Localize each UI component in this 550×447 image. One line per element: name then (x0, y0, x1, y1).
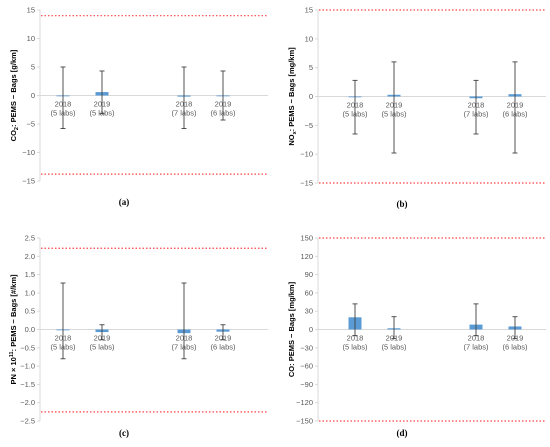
y-tick-label: 15 (27, 6, 35, 15)
panel-label: (d) (397, 428, 408, 438)
y-tick-label: −5 (304, 121, 313, 130)
y-tick-label: 1.0 (25, 288, 35, 297)
y-tick-label: −10 (300, 150, 313, 159)
y-axis-title-part: : PEMS − Bags [g/km] (9, 49, 18, 127)
panel-label: (a) (119, 197, 130, 207)
y-axis-title-part: x (292, 130, 298, 134)
y-tick-label: −1.0 (20, 362, 35, 371)
y-tick-label: 0 (31, 91, 35, 100)
y-tick-label: 5 (309, 63, 313, 72)
x-category-year: 2018 (347, 334, 364, 343)
y-axis-title-part: CO: PEMS − Bags [mg/km] (287, 281, 296, 377)
y-tick-label: −2.0 (20, 398, 35, 407)
panel-label: (b) (397, 199, 408, 209)
y-tick-label: −15 (300, 179, 313, 188)
y-axis-title-part: : PEMS − Bags [#/km] (9, 274, 18, 351)
y-tick-label: −1.5 (20, 380, 35, 389)
y-axis-title-part: CO (9, 130, 18, 141)
y-axis-title-part: 11 (9, 351, 15, 357)
y-tick-label: 2.5 (25, 234, 35, 243)
y-tick-label: −5 (26, 120, 35, 129)
y-axis-title: PN × 1011: PEMS − Bags [#/km] (9, 274, 18, 385)
x-category-labs: (5 labs) (89, 343, 115, 352)
y-tick-label: 150 (300, 234, 313, 243)
y-tick-label: 0 (309, 92, 313, 101)
y-axis-title: CO2: PEMS − Bags [g/km] (9, 49, 20, 141)
x-category-labs: (7 labs) (463, 343, 489, 352)
y-tick-label: −30 (300, 343, 313, 352)
x-category-labs: (6 labs) (502, 343, 528, 352)
y-tick-label: −2.5 (20, 417, 35, 426)
y-axis-title-part: PN × 10 (9, 357, 18, 384)
chart-panel-3: −2.5−2.0−1.5−1.0−0.50.00.51.01.52.02.520… (9, 234, 268, 438)
y-tick-label: −90 (300, 380, 313, 389)
y-tick-label: 120 (300, 252, 313, 261)
y-tick-label: 0 (309, 325, 313, 334)
y-tick-label: −15 (22, 177, 35, 186)
y-axis-title: CO: PEMS − Bags [mg/km] (287, 281, 296, 377)
y-tick-label: −150 (296, 417, 313, 426)
y-tick-label: 60 (305, 288, 313, 297)
y-axis-title: NOx: PEMS − Bags [mg/km] (287, 47, 298, 146)
y-tick-label: 1.5 (25, 270, 35, 279)
y-tick-label: 5 (31, 63, 35, 72)
y-tick-label: 15 (305, 6, 313, 15)
y-tick-label: 0.0 (25, 325, 35, 334)
x-category-labs: (5 labs) (342, 343, 368, 352)
y-tick-label: 30 (305, 307, 313, 316)
x-category-labs: (6 labs) (210, 343, 236, 352)
y-tick-label: −120 (296, 398, 313, 407)
y-axis-title-part: : PEMS − Bags [mg/km] (287, 47, 296, 131)
y-tick-label: −0.5 (20, 343, 35, 352)
y-tick-label: −60 (300, 362, 313, 371)
y-tick-label: 10 (305, 34, 313, 43)
y-tick-label: 2.0 (25, 252, 35, 261)
x-category-year: 2018 (468, 334, 485, 343)
y-tick-label: −10 (22, 148, 35, 157)
x-category-labs: (5 labs) (381, 343, 407, 352)
y-axis-title-part: 2 (14, 127, 20, 130)
y-tick-label: 10 (27, 34, 35, 43)
y-tick-label: 90 (305, 270, 313, 279)
y-axis-title-part: NO (287, 134, 296, 145)
panel-label: (c) (119, 428, 129, 438)
y-tick-label: 0.5 (25, 307, 35, 316)
